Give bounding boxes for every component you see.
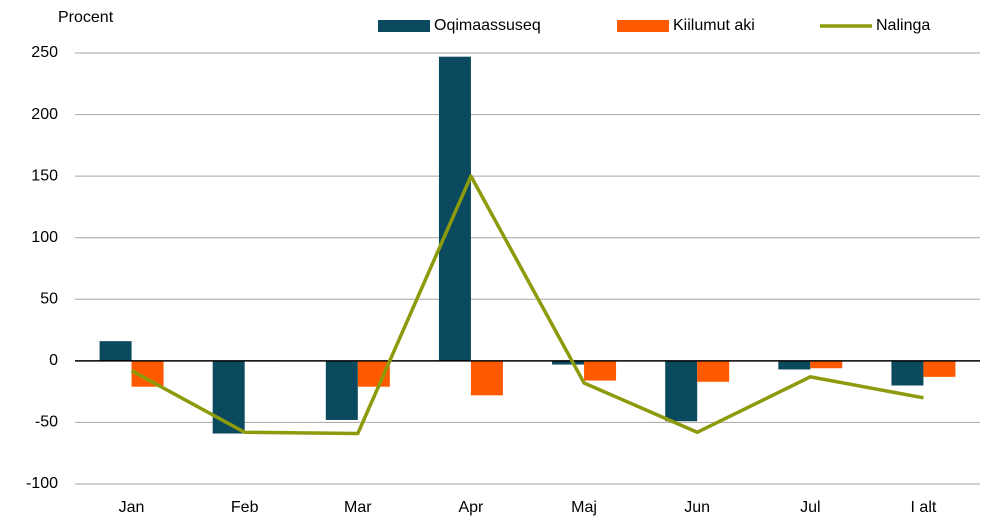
x-tick-label: Jun: [684, 499, 710, 516]
bar: [325, 360, 358, 420]
y-tick-label: -100: [26, 475, 58, 492]
bar: [891, 360, 924, 386]
x-tick-label: Feb: [231, 499, 259, 516]
bar: [99, 341, 132, 361]
x-tick-label: Apr: [458, 499, 484, 516]
y-tick-label: 100: [31, 229, 58, 246]
bar: [665, 360, 698, 422]
y-tick-label: -50: [35, 414, 58, 431]
line: [130, 174, 924, 436]
legend-swatch: [378, 20, 430, 32]
y-tick-label: 250: [31, 44, 58, 61]
x-tick-label: Jul: [800, 499, 820, 516]
bar: [470, 360, 503, 396]
bar: [697, 360, 730, 382]
bar: [923, 360, 956, 377]
legend-swatch: [617, 20, 669, 32]
legend-label: Nalinga: [876, 17, 930, 34]
legend-label: Kiilumut aki: [673, 17, 755, 34]
x-tick-label: Mar: [344, 499, 372, 516]
bar: [584, 360, 617, 381]
y-tick-label: 150: [31, 167, 58, 184]
x-tick-label: I alt: [911, 499, 937, 516]
y-axis-label: Procent: [58, 9, 114, 26]
x-tick-label: Jan: [119, 499, 145, 516]
x-tick-label: Maj: [571, 499, 597, 516]
bar: [778, 360, 811, 370]
legend-label: Oqimaassuseq: [434, 17, 541, 34]
y-tick-label: 200: [31, 106, 58, 123]
bar: [552, 360, 585, 365]
bar: [212, 360, 245, 434]
y-tick-label: 50: [40, 291, 58, 308]
y-tick-label: 0: [49, 352, 58, 369]
bar: [810, 360, 843, 369]
